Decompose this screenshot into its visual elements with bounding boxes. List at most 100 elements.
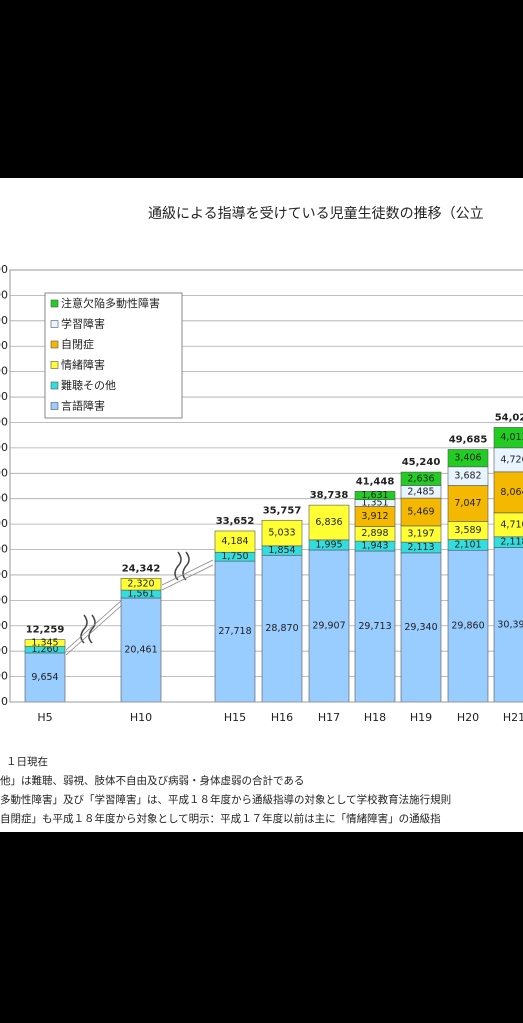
- total-label: 54,021: [495, 412, 523, 423]
- legend-label: 自閉症: [61, 337, 94, 351]
- segment-label: 6,836: [315, 517, 342, 528]
- segment-label: 1,750: [221, 551, 248, 562]
- segment-label: 2,898: [361, 528, 388, 539]
- x-tick-label: H15: [224, 711, 246, 724]
- total-label: 49,685: [449, 434, 488, 445]
- segment-label: 8,064: [500, 487, 523, 498]
- segment-label: 3,406: [454, 453, 481, 464]
- y-tick-label: 55,000: [0, 415, 8, 428]
- total-label: 12,259: [26, 625, 65, 636]
- bar-segment: [400, 471, 442, 486]
- total-label: 38,738: [310, 490, 349, 501]
- segment-label: 5,469: [407, 506, 434, 517]
- bar-segment: [120, 577, 162, 591]
- bar-segment: [214, 530, 256, 553]
- bar-segment: [493, 447, 523, 473]
- y-tick-label: 85,000: [0, 263, 8, 276]
- image-area: [0, 178, 523, 832]
- y-tick-label: 60,000: [0, 390, 8, 403]
- bar-segment: [120, 597, 162, 703]
- legend-swatch: [50, 320, 59, 328]
- legend-swatch: [50, 361, 59, 369]
- bar-segment: [354, 491, 396, 500]
- segment-label: 5,033: [268, 528, 295, 539]
- bar-segment: [214, 560, 256, 703]
- bar-segment: [400, 497, 442, 527]
- y-tick-label: 35,000: [0, 517, 8, 530]
- segment-label: 3,197: [407, 529, 434, 540]
- bar-segment: [493, 427, 523, 449]
- bar-segment: [261, 519, 303, 547]
- segment-label: 3,912: [361, 511, 388, 522]
- bar-segment: [493, 547, 523, 703]
- segment-label: 29,907: [312, 621, 345, 632]
- segment-label: 29,340: [404, 622, 437, 633]
- segment-label: 29,713: [358, 621, 391, 632]
- plot-frame: [9, 269, 523, 703]
- segment-label: 4,013: [500, 432, 523, 443]
- segment-label: 4,710: [500, 519, 523, 530]
- axis-breaks: [65, 551, 214, 656]
- segment-label: 1,943: [361, 541, 388, 552]
- bar-segment: [354, 550, 396, 703]
- segment-label: 2,485: [407, 486, 434, 497]
- segment-label: 7,047: [454, 498, 481, 509]
- legend-label: 言語障害: [61, 399, 105, 413]
- segment-label: 3,682: [454, 471, 481, 482]
- segment-label: 27,718: [218, 626, 251, 637]
- x-tick-label: H19: [410, 711, 432, 724]
- footnote: 他」は難聴、弱視、肢体不自由及び病弱・身体虚弱の合計である: [0, 774, 304, 787]
- segment-label: 2,113: [407, 542, 434, 553]
- bar-segment: [447, 549, 489, 703]
- legend-swatch: [50, 381, 59, 390]
- legend-label: 注意欠陥多動性障害: [61, 296, 160, 310]
- segment-label: 2,101: [454, 539, 481, 550]
- bar-segment: [261, 554, 303, 703]
- total-label: 41,448: [356, 476, 395, 487]
- segment-label: 1,995: [315, 539, 342, 550]
- total-label: 33,652: [216, 516, 255, 527]
- segment-label: 1,854: [268, 545, 295, 556]
- y-tick-label: 75,000: [0, 314, 8, 327]
- x-tick-label: H18: [364, 711, 386, 724]
- segment-label: 1,351: [361, 498, 388, 509]
- bar-segment: [308, 504, 350, 541]
- segment-label: 1,631: [361, 490, 388, 501]
- y-tick-label: 0: [1, 695, 8, 708]
- x-tick-label: H21: [503, 711, 523, 724]
- x-tick-label: H10: [130, 711, 152, 724]
- legend-label: 情緒障害: [61, 358, 105, 372]
- segment-label: 30,390: [497, 619, 523, 630]
- y-tick-label: 10,000: [0, 644, 8, 657]
- legend: [44, 292, 183, 419]
- y-tick-label: 20,000: [0, 593, 8, 606]
- x-tick-label: H5: [37, 711, 52, 724]
- segment-label: 28,870: [265, 623, 298, 634]
- segment-label: 9,654: [31, 672, 58, 683]
- y-tick-label: 50,000: [0, 441, 8, 454]
- bar-segment: [447, 449, 489, 468]
- legend-swatch: [50, 340, 59, 349]
- y-tick-label: 5,000: [0, 670, 8, 683]
- y-tick-label: 45,000: [0, 466, 8, 479]
- x-tick-label: H20: [457, 711, 479, 724]
- segment-label: 29,860: [451, 621, 484, 632]
- bar-segment: [24, 639, 66, 647]
- x-tick-label: H16: [271, 711, 293, 724]
- total-label: 35,757: [263, 505, 302, 516]
- segment-label: 2,320: [127, 579, 154, 590]
- y-tick-label: 70,000: [0, 339, 8, 352]
- x-tick-label: H17: [318, 711, 340, 724]
- y-tick-label: 25,000: [0, 568, 8, 581]
- bar-segment: [24, 652, 66, 703]
- segment-label: 3,589: [454, 525, 481, 536]
- legend-swatch: [50, 299, 59, 308]
- y-tick-label: 30,000: [0, 543, 8, 556]
- segment-label: 2,118: [500, 537, 523, 548]
- bar-segment: [400, 552, 442, 703]
- segment-label: 1,345: [31, 638, 58, 649]
- segment-label: 1,561: [127, 589, 154, 600]
- total-label: 24,342: [122, 563, 161, 574]
- legend-swatch: [50, 402, 59, 410]
